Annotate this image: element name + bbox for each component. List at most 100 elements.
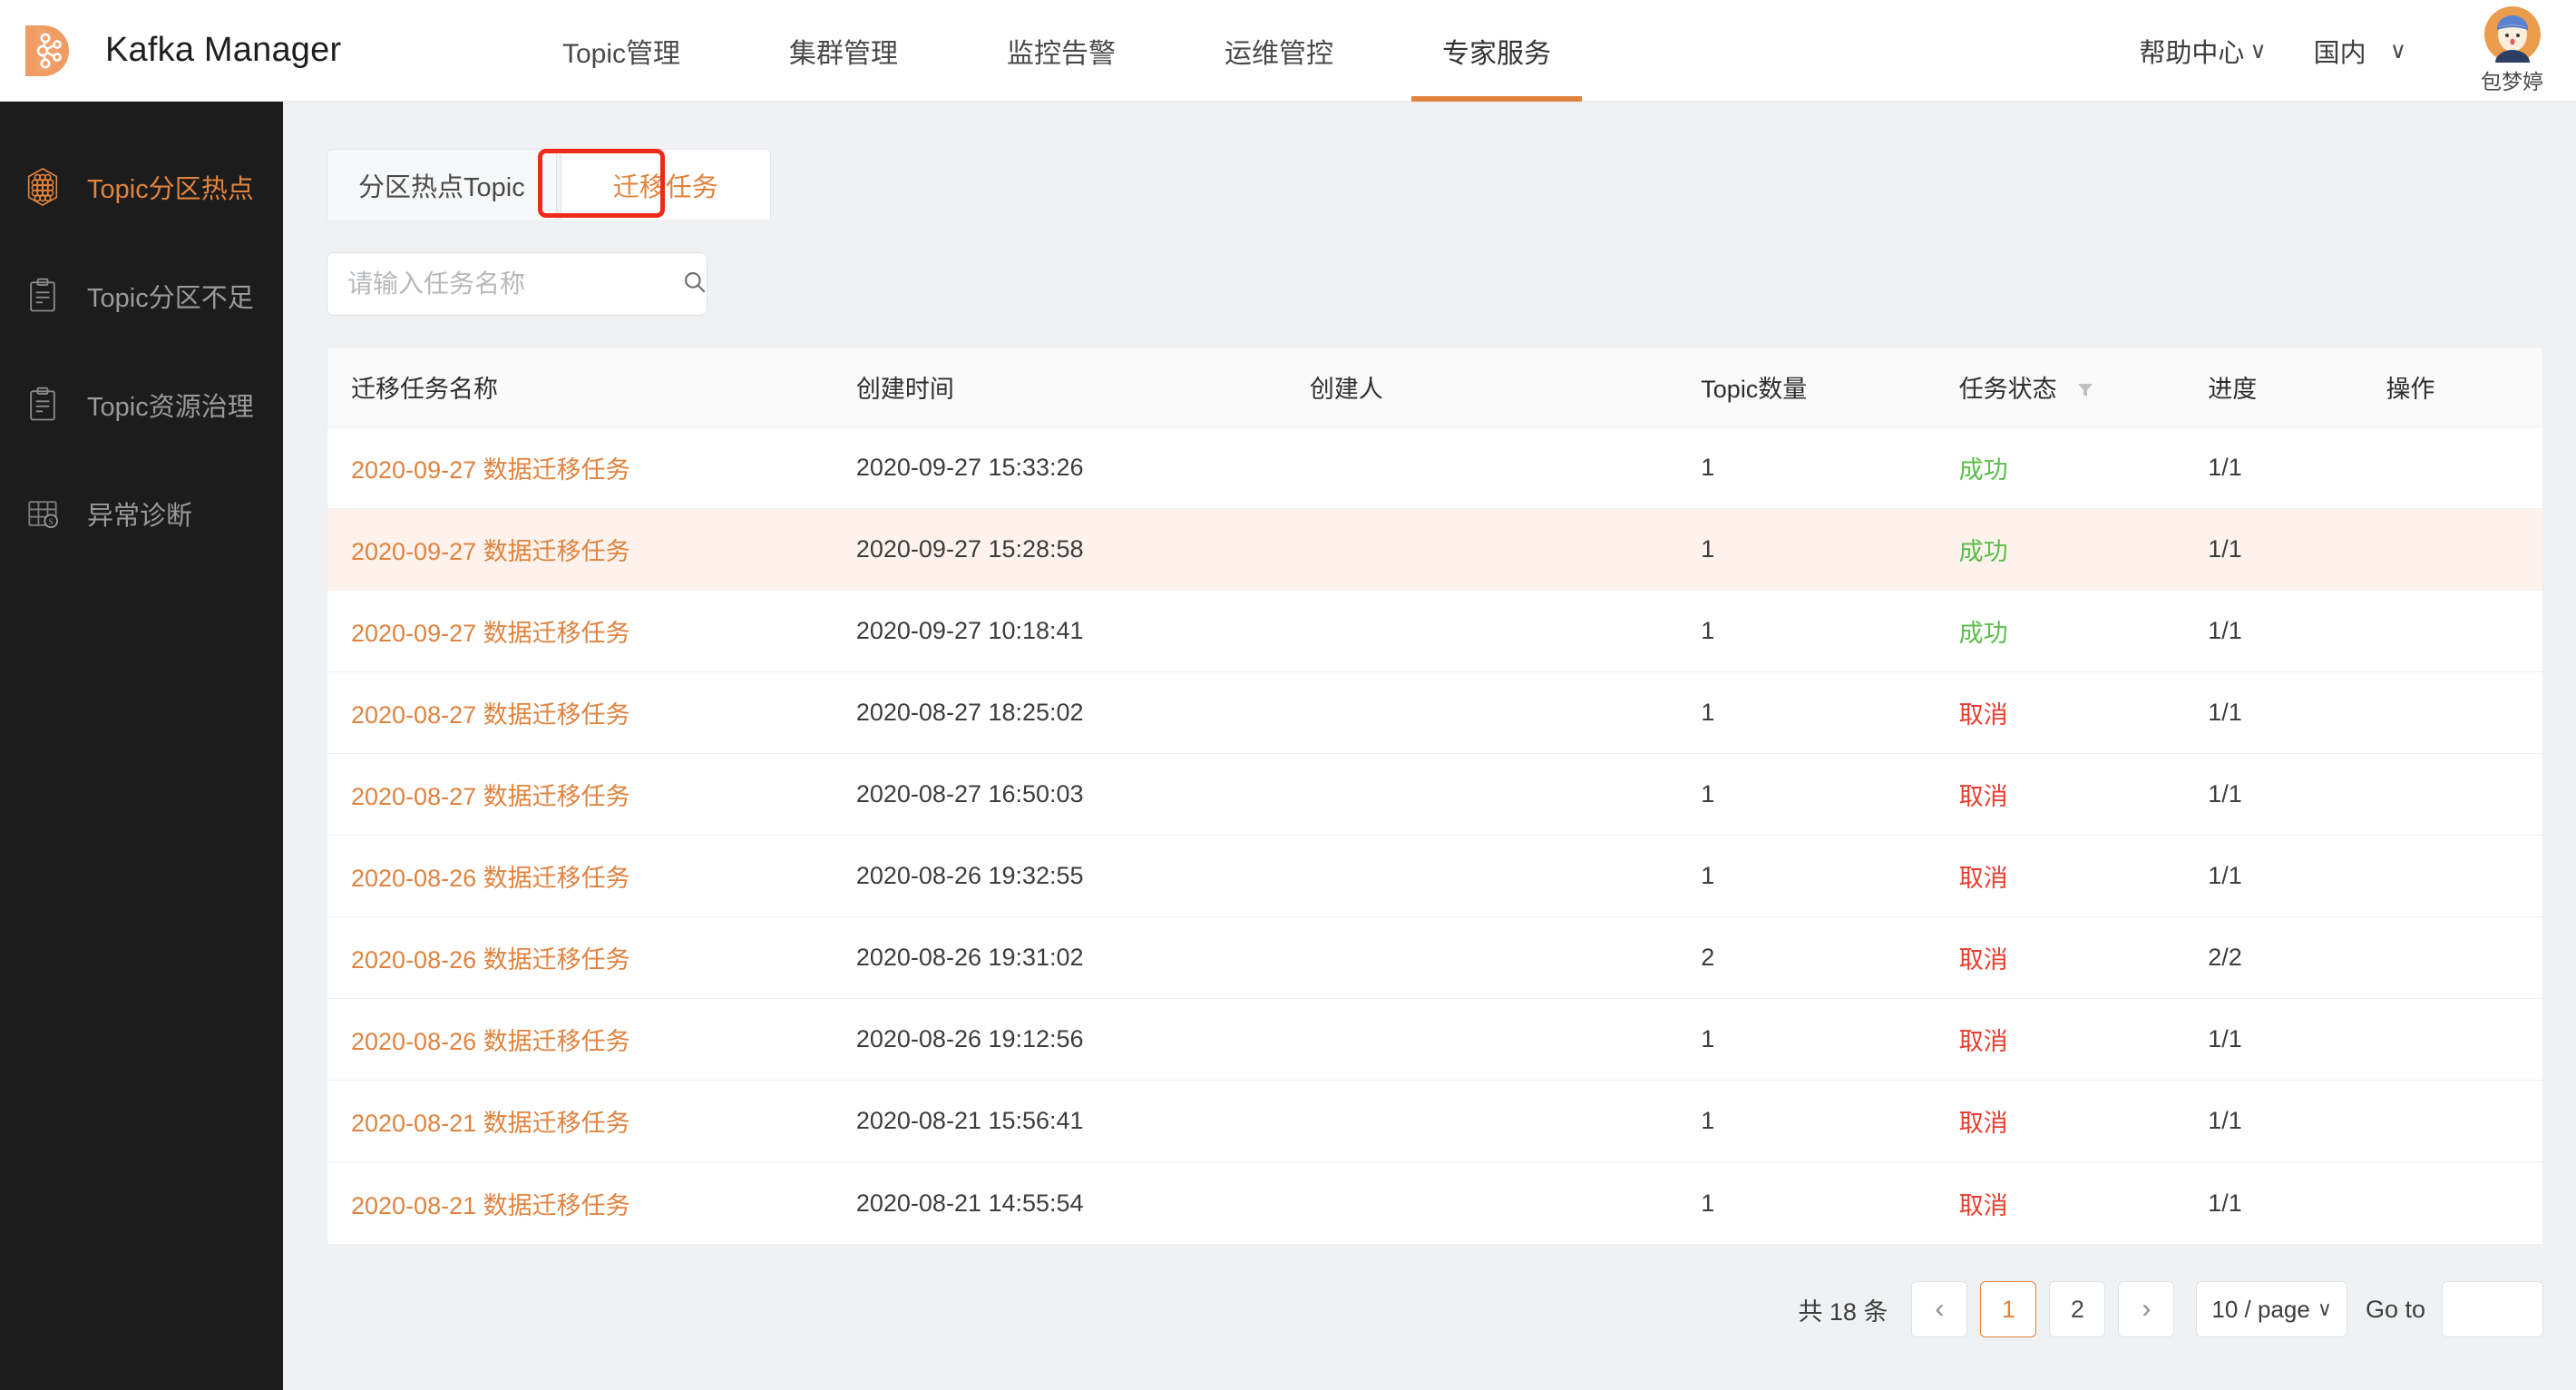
cell-topic-count: 1 (1701, 1189, 1715, 1217)
task-name-link[interactable]: 2020-09-27 数据迁移任务 (351, 456, 630, 484)
page-button-1[interactable]: 1 (1980, 1281, 2037, 1337)
sidebar-item-anomaly-diagnosis[interactable]: S 异常诊断 (0, 485, 283, 543)
tab-bar: 分区热点Topic 迁移任务 (327, 145, 2543, 220)
tab-partition-hotspot-topic[interactable]: 分区热点Topic (327, 149, 557, 220)
search-input[interactable] (347, 269, 675, 299)
goto-page-input[interactable] (2442, 1281, 2543, 1337)
cell-task-name[interactable]: 2020-08-26 数据迁移任务 (327, 858, 853, 894)
sidebar-item-topic-resource-governance[interactable]: Topic资源治理 (0, 376, 283, 434)
status-badge: 取消 (1958, 865, 2008, 892)
table-row[interactable]: 2020-08-27 数据迁移任务 2020-08-27 18:25:02 1 … (327, 672, 2542, 754)
cell-status: 取消 (1956, 940, 2205, 975)
app-title: Kafka Manager (105, 31, 342, 69)
table-body: 2020-09-27 数据迁移任务 2020-09-27 15:33:26 1 … (327, 427, 2542, 1244)
nav-item-label: 监控告警 (1007, 38, 1117, 69)
cell-progress: 1/1 (2208, 1189, 2242, 1217)
brand[interactable]: Kafka Manager (0, 18, 508, 83)
column-header-name: 迁移任务名称 (351, 376, 498, 403)
goto-label: Go to (2365, 1295, 2425, 1323)
cell-status: 成功 (1956, 450, 2205, 485)
cell-task-name[interactable]: 2020-08-27 数据迁移任务 (327, 695, 853, 730)
search-row (327, 252, 2543, 316)
cell-progress: 1/1 (2208, 1025, 2242, 1052)
cell-topic-count: 1 (1701, 535, 1715, 563)
sidebar-item-label: 异常诊断 (87, 502, 193, 531)
tab-migration-task[interactable]: 迁移任务 (560, 149, 771, 220)
table-row[interactable]: 2020-08-21 数据迁移任务 2020-08-21 15:56:41 1 … (327, 1081, 2542, 1162)
nav-item-label: 运维管控 (1225, 38, 1334, 69)
nav-item-zhuanjia-fuwu[interactable]: 专家服务 (1411, 0, 1583, 102)
table-row[interactable]: 2020-09-27 数据迁移任务 2020-09-27 15:28:58 1 … (327, 509, 2542, 591)
help-center-label: 帮助中心 (2139, 38, 2245, 68)
task-name-link[interactable]: 2020-08-27 数据迁移任务 (351, 701, 630, 729)
region-label: 国内 (2313, 38, 2366, 68)
cell-created-at: 2020-08-27 18:25:02 (855, 699, 1084, 726)
status-badge: 成功 (1958, 538, 2008, 565)
kafka-d-logo-icon (16, 18, 82, 83)
help-center-menu[interactable]: 帮助中心 ∨ (2139, 32, 2266, 70)
cell-created-at: 2020-08-27 16:50:03 (855, 780, 1084, 808)
task-name-link[interactable]: 2020-08-21 数据迁移任务 (351, 1191, 630, 1219)
cell-task-name[interactable]: 2020-08-21 数据迁移任务 (327, 1103, 853, 1139)
cell-topic-count: 1 (1701, 699, 1715, 726)
search-icon[interactable] (682, 269, 707, 299)
clipboard-icon (15, 385, 71, 425)
app-header: Kafka Manager Topic管理 集群管理 监控告警 运维管控 专家服… (0, 0, 2576, 102)
chevron-down-icon: ∨ (2317, 1297, 2332, 1320)
status-badge: 取消 (1958, 701, 2008, 729)
nav-item-jiankong-gaojing[interactable]: 监控告警 (976, 0, 1147, 102)
cell-task-name[interactable]: 2020-08-26 数据迁移任务 (327, 1022, 853, 1057)
next-page-button[interactable]: › (2118, 1281, 2175, 1337)
column-header-operations: 操作 (2386, 376, 2435, 403)
task-name-link[interactable]: 2020-08-26 数据迁移任务 (351, 865, 630, 892)
cell-task-name[interactable]: 2020-08-27 数据迁移任务 (327, 777, 853, 812)
task-name-link[interactable]: 2020-08-26 数据迁移任务 (351, 1028, 630, 1055)
table-row[interactable]: 2020-08-26 数据迁移任务 2020-08-26 19:31:02 2 … (327, 917, 2542, 999)
column-header-status-label: 任务状态 (1958, 375, 2057, 403)
hexagon-cluster-icon (15, 166, 71, 208)
page-size-select[interactable]: 10 / page ∨ (2196, 1281, 2347, 1337)
page-button-2[interactable]: 2 (2049, 1281, 2106, 1337)
cell-task-name[interactable]: 2020-09-27 数据迁移任务 (327, 450, 853, 485)
cell-task-name[interactable]: 2020-08-26 数据迁移任务 (327, 940, 853, 975)
cell-created-at: 2020-08-26 19:32:55 (855, 862, 1084, 889)
cell-created-at: 2020-08-21 14:55:54 (855, 1189, 1084, 1217)
status-badge: 取消 (1958, 1028, 2008, 1055)
cell-topic-count: 2 (1701, 944, 1715, 971)
cell-created-at: 2020-09-27 15:33:26 (855, 454, 1084, 481)
nav-item-jiqun-guanli[interactable]: 集群管理 (758, 0, 929, 102)
search-box[interactable] (327, 252, 707, 316)
task-name-link[interactable]: 2020-08-27 数据迁移任务 (351, 783, 630, 810)
cell-task-name[interactable]: 2020-09-27 数据迁移任务 (327, 532, 853, 567)
prev-page-button[interactable]: ‹ (1911, 1281, 1968, 1337)
cell-progress: 2/2 (2208, 944, 2242, 971)
nav-item-topic-guanli[interactable]: Topic管理 (532, 0, 711, 102)
table-row[interactable]: 2020-08-26 数据迁移任务 2020-08-26 19:12:56 1 … (327, 999, 2542, 1081)
table-row[interactable]: 2020-09-27 数据迁移任务 2020-09-27 10:18:41 1 … (327, 591, 2542, 672)
table-header: 迁移任务名称 创建时间 创建人 Topic数量 任务状态 进度 操作 (327, 348, 2542, 427)
cell-task-name[interactable]: 2020-09-27 数据迁移任务 (327, 613, 853, 649)
table-row[interactable]: 2020-08-27 数据迁移任务 2020-08-27 16:50:03 1 … (327, 754, 2542, 836)
column-header-creator: 创建人 (1309, 376, 1383, 403)
user-menu[interactable]: 包梦婷 (2481, 5, 2543, 95)
task-name-link[interactable]: 2020-09-27 数据迁移任务 (351, 620, 630, 647)
sidebar-item-topic-partition-hotspot[interactable]: Topic分区热点 (0, 158, 283, 216)
table-row[interactable]: 2020-09-27 数据迁移任务 2020-09-27 15:33:26 1 … (327, 427, 2542, 509)
task-name-link[interactable]: 2020-09-27 数据迁移任务 (351, 538, 630, 565)
filter-funnel-icon[interactable] (2076, 377, 2094, 406)
user-name: 包梦婷 (2481, 69, 2543, 93)
sidebar-item-topic-partition-insufficient[interactable]: Topic分区不足 (0, 267, 283, 325)
table-row[interactable]: 2020-08-21 数据迁移任务 2020-08-21 14:55:54 1 … (327, 1162, 2542, 1244)
nav-item-yunwei-guankong[interactable]: 运维管控 (1194, 0, 1364, 102)
nav-item-label: 专家服务 (1442, 38, 1552, 69)
task-name-link[interactable]: 2020-08-21 数据迁移任务 (351, 1110, 630, 1137)
tab-label: 迁移任务 (612, 172, 718, 202)
cell-task-name[interactable]: 2020-08-21 数据迁移任务 (327, 1186, 853, 1221)
column-header-created: 创建时间 (855, 376, 954, 403)
sidebar: Topic分区热点 Topic分区不足 Topic资源治理 (0, 102, 283, 1390)
region-menu[interactable]: 国内 ∨ (2314, 32, 2406, 70)
avatar (2483, 5, 2541, 63)
table-row[interactable]: 2020-08-26 数据迁移任务 2020-08-26 19:32:55 1 … (327, 836, 2542, 917)
task-name-link[interactable]: 2020-08-26 数据迁移任务 (351, 946, 630, 974)
column-header-status: 任务状态 (1956, 369, 2205, 406)
